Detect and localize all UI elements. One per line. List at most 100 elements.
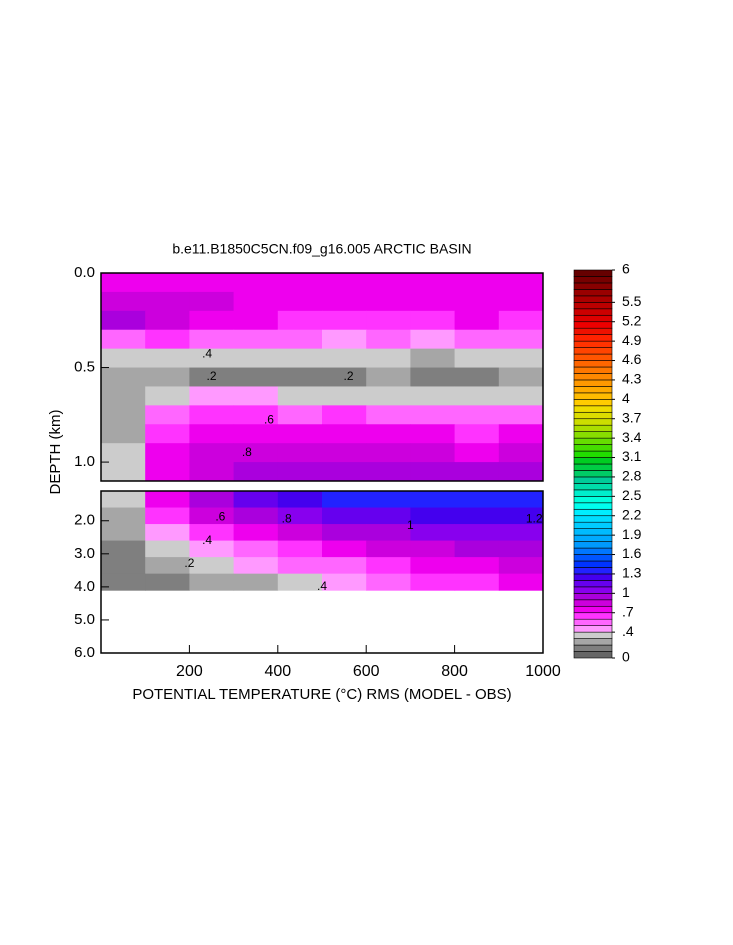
contour-cell xyxy=(189,540,235,558)
contour-cell xyxy=(189,291,235,312)
colorbar-box xyxy=(573,302,613,310)
contour-cell xyxy=(189,573,235,591)
contour-cell xyxy=(145,367,190,387)
contour-cell xyxy=(498,424,544,444)
contour-cell xyxy=(498,405,544,425)
contour-cell xyxy=(101,424,146,444)
contour-cell xyxy=(498,524,544,542)
contour-cell xyxy=(145,507,190,525)
contour-cell xyxy=(233,462,279,482)
contour-cell xyxy=(498,540,544,558)
y-tick-label: 3.0 xyxy=(74,545,95,562)
colorbar-box xyxy=(573,489,613,497)
colorbar-label: 3.1 xyxy=(622,448,642,464)
colorbar-box xyxy=(573,431,613,439)
contour-cell xyxy=(101,507,146,525)
contour-cell xyxy=(498,507,544,525)
contour-cell xyxy=(322,386,367,406)
colorbar-box xyxy=(573,444,613,452)
x-axis-label: POTENTIAL TEMPERATURE (°C) RMS (MODEL - … xyxy=(132,686,511,703)
contour-cell xyxy=(410,405,456,425)
contour-cell xyxy=(454,367,500,387)
contour-label: .4 xyxy=(317,579,327,593)
contour-cell xyxy=(498,310,544,331)
contour-cell xyxy=(498,291,544,312)
contour-cell xyxy=(277,462,323,482)
colorbar-label: 2.5 xyxy=(622,487,642,503)
contour-cell xyxy=(101,329,146,350)
colorbar-box xyxy=(573,360,613,368)
contour-cell xyxy=(322,405,367,425)
colorbar-box xyxy=(573,515,613,523)
colorbar-label: 5.2 xyxy=(622,312,642,328)
contour-cell xyxy=(101,524,146,542)
contour-cell xyxy=(366,540,411,558)
colorbar-box xyxy=(573,353,613,361)
contour-cell xyxy=(189,557,235,575)
x-tick-label: 800 xyxy=(441,663,468,680)
contour-cell xyxy=(189,424,235,444)
contour-cell xyxy=(145,557,190,575)
colorbar-box xyxy=(573,554,613,562)
contour-cell xyxy=(189,273,235,293)
contour-cell xyxy=(233,348,279,369)
contour-cell xyxy=(189,524,235,542)
colorbar-box xyxy=(573,476,613,484)
contour-cell xyxy=(233,405,279,425)
contour-cell xyxy=(366,405,411,425)
colorbar-label: 4 xyxy=(622,390,630,406)
contour-cell xyxy=(145,273,190,293)
contour-cell xyxy=(322,491,367,509)
contour-label: 1 xyxy=(407,518,414,532)
contour-cell xyxy=(277,491,323,509)
contour-cell xyxy=(277,386,323,406)
colorbar-box xyxy=(573,521,613,529)
colorbar-box xyxy=(573,437,613,445)
colorbar-box xyxy=(573,269,613,277)
contour-cell xyxy=(277,557,323,575)
contour-cell xyxy=(454,462,500,482)
colorbar-box xyxy=(573,386,613,394)
contour-cell xyxy=(233,557,279,575)
contour-cell xyxy=(277,348,323,369)
contour-cell xyxy=(233,507,279,525)
contour-cell xyxy=(322,329,367,350)
contour-cell xyxy=(410,310,456,331)
colorbar-box xyxy=(573,418,613,426)
colorbar-label: 3.4 xyxy=(622,429,642,445)
colorbar-box xyxy=(573,547,613,555)
contour-cell xyxy=(189,386,235,406)
contour-cell xyxy=(101,443,146,463)
contour-cell xyxy=(366,507,411,525)
colorbar-label: .4 xyxy=(622,623,634,639)
contour-cell xyxy=(277,524,323,542)
contour-cell xyxy=(277,310,323,331)
x-tick-label: 1000 xyxy=(525,663,561,680)
colorbar-box xyxy=(573,560,613,568)
colorbar-box xyxy=(573,625,613,633)
contour-cell xyxy=(322,348,367,369)
colorbar-label: 6 xyxy=(622,261,630,277)
contour-cell xyxy=(277,291,323,312)
contour-cell xyxy=(233,329,279,350)
contour-cell xyxy=(366,367,411,387)
contour-cell xyxy=(322,462,367,482)
chart-title: b.e11.B1850C5CN.f09_g16.005 ARCTIC BASIN xyxy=(172,241,471,257)
contour-cell xyxy=(101,310,146,331)
contour-cell xyxy=(498,329,544,350)
contour-cell xyxy=(277,573,323,591)
contour-cell xyxy=(233,524,279,542)
contour-cell xyxy=(366,386,411,406)
y-tick-label: 1.0 xyxy=(74,453,95,470)
contour-cell xyxy=(410,348,456,369)
contour-cell xyxy=(145,424,190,444)
contour-label: 1.2 xyxy=(526,511,543,525)
colorbar-box xyxy=(573,366,613,374)
contour-cell xyxy=(498,273,544,293)
colorbar-box xyxy=(573,379,613,387)
contour-cell xyxy=(101,557,146,575)
contour-label: .8 xyxy=(282,511,292,525)
contour-cell xyxy=(454,310,500,331)
contour-cell xyxy=(233,573,279,591)
colorbar-box xyxy=(573,508,613,517)
